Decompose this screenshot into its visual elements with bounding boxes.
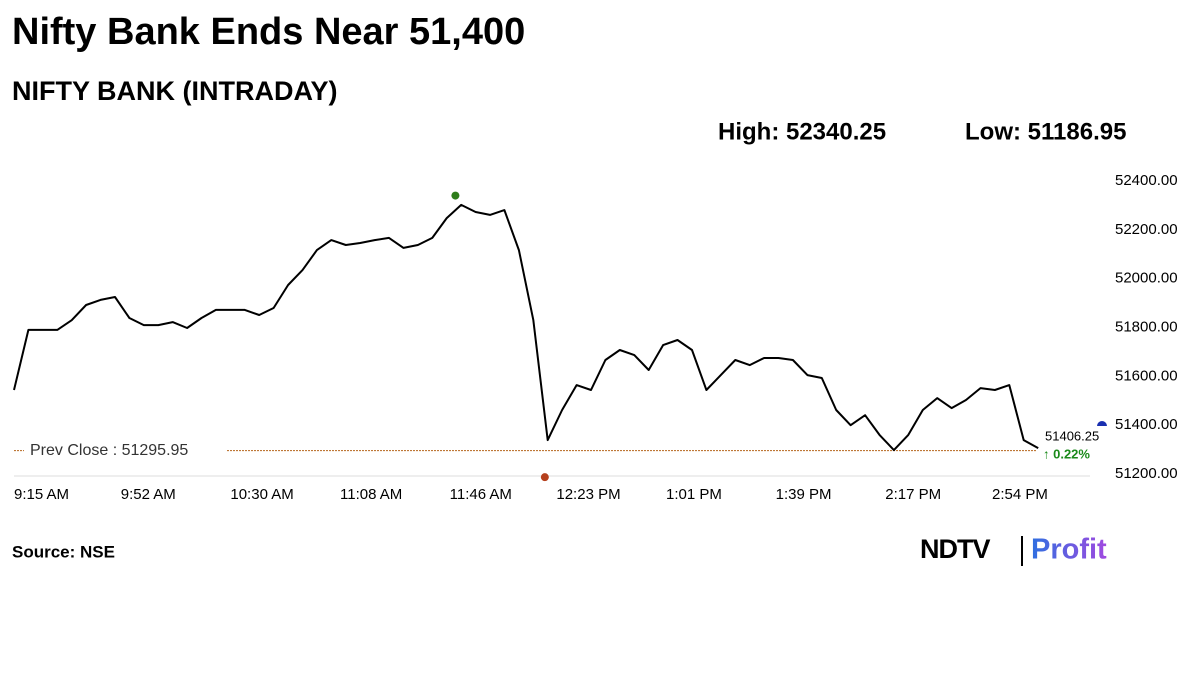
x-tick-label: 12:23 PM xyxy=(556,486,620,503)
prev-close-label: Prev Close : 51295.95 xyxy=(30,442,188,459)
change: ↑ 0.22% xyxy=(1043,446,1090,461)
y-tick-label: 52000.00 xyxy=(1115,270,1178,287)
x-tick-label: 2:54 PM xyxy=(992,486,1048,503)
y-tick-label: 51800.00 xyxy=(1115,318,1178,335)
high-label: High: 52340.25 xyxy=(718,118,886,145)
x-tick-label: 10:30 AM xyxy=(230,486,293,503)
last-price: 51406.25 xyxy=(1045,428,1099,443)
prev-close-bg xyxy=(24,439,226,462)
source: Source: NSE xyxy=(12,542,115,561)
y-tick-label: 51600.00 xyxy=(1115,367,1178,384)
high-marker xyxy=(451,191,460,200)
low-label: Low: 51186.95 xyxy=(965,118,1126,145)
chart-title: Nifty Bank Ends Near 51,400 xyxy=(12,11,525,53)
x-tick-label: 1:01 PM xyxy=(666,486,722,503)
y-tick-label: 51200.00 xyxy=(1115,465,1178,482)
price-line xyxy=(13,203,1039,452)
x-tick-label: 1:39 PM xyxy=(776,486,832,503)
x-tick-label: 9:15 AM xyxy=(14,486,69,503)
y-tick-label: 52400.00 xyxy=(1115,172,1178,189)
chart-subtitle: NIFTY BANK (INTRADAY) xyxy=(12,76,338,106)
low-marker xyxy=(540,473,549,482)
y-tick-label: 51400.00 xyxy=(1115,416,1178,433)
y-tick-label: 52200.00 xyxy=(1115,221,1178,238)
last-price-marker xyxy=(1097,421,1107,426)
brand-ndtv: NDTV xyxy=(920,534,990,564)
x-tick-label: 11:46 AM xyxy=(450,486,512,503)
brand-profit: Profit xyxy=(1031,534,1107,566)
x-tick-label: 11:08 AM xyxy=(340,486,402,503)
x-tick-label: 2:17 PM xyxy=(885,486,941,503)
x-tick-label: 9:52 AM xyxy=(121,486,176,503)
